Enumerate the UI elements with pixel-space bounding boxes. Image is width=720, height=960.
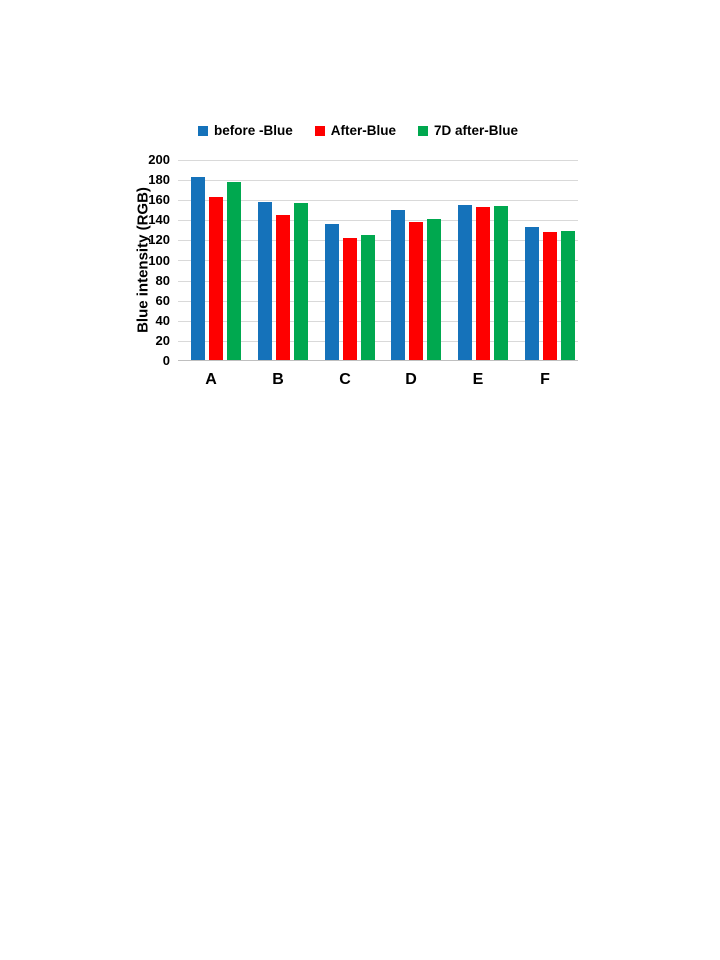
bar-B-series-0 — [258, 202, 272, 360]
y-tick-label-80: 80 — [155, 273, 170, 288]
legend-swatch-icon — [418, 125, 428, 136]
y-tick-label-60: 60 — [155, 293, 170, 308]
gridline — [178, 281, 578, 282]
legend-swatch-icon — [197, 125, 208, 136]
bar-A-series-1 — [209, 197, 223, 360]
legend-swatch-icon — [314, 125, 325, 136]
bar-B-series-2 — [294, 203, 308, 360]
bar-F-series-1 — [543, 232, 557, 360]
x-category-label-D: D — [405, 371, 417, 388]
x-category-label-E: E — [472, 371, 484, 388]
bar-A-series-0 — [191, 177, 205, 360]
bar-C-series-2 — [361, 235, 375, 360]
gridline — [178, 200, 578, 201]
bar-D-series-1 — [409, 222, 423, 360]
y-tick-label-40: 40 — [155, 313, 170, 328]
gridline — [178, 341, 578, 342]
legend-item-2: 7D after-Blue — [418, 123, 518, 138]
y-tick-label-120: 120 — [148, 232, 170, 247]
y-tick-label-20: 20 — [155, 333, 170, 348]
gridline — [178, 301, 578, 302]
bar-D-series-0 — [391, 210, 405, 360]
bar-B-series-1 — [276, 215, 290, 360]
gridline — [178, 260, 578, 261]
bar-C-series-1 — [343, 238, 357, 360]
x-category-label-C: C — [339, 371, 351, 388]
gridline — [178, 220, 578, 221]
legend-item-1: After-Blue — [314, 123, 396, 138]
bar-A-series-2 — [227, 182, 241, 360]
plot-area — [178, 160, 578, 361]
legend-label: 7D after-Blue — [434, 123, 519, 138]
gridline — [178, 160, 578, 161]
bar-F-series-2 — [561, 231, 575, 360]
y-tick-label-160: 160 — [148, 192, 170, 207]
bar-C-series-0 — [325, 224, 339, 360]
y-tick-label-140: 140 — [148, 212, 170, 227]
bar-E-series-1 — [476, 207, 490, 360]
y-tick-label-0: 0 — [162, 353, 170, 368]
legend-label: before -Blue — [213, 123, 293, 138]
chart-legend: before -Blue After-Blue 7D after-Blue — [130, 123, 586, 138]
gridline — [178, 240, 578, 241]
gridline — [178, 180, 578, 181]
bar-E-series-2 — [494, 206, 508, 360]
y-tick-label-200: 200 — [148, 152, 170, 167]
x-category-label-B: B — [272, 371, 284, 388]
y-tick-label-180: 180 — [148, 172, 170, 187]
bar-E-series-0 — [458, 205, 472, 360]
legend-item-0: before -Blue — [197, 123, 293, 138]
bar-D-series-2 — [427, 219, 441, 360]
x-category-label-A: A — [205, 371, 217, 388]
bar-chart: before -Blue After-Blue 7D after-Blue Blue… — [130, 117, 586, 409]
gridline — [178, 321, 578, 322]
x-category-label-F: F — [540, 371, 550, 388]
y-tick-label-100: 100 — [148, 253, 170, 268]
legend-label: After-Blue — [330, 123, 396, 138]
bar-F-series-0 — [525, 227, 539, 360]
